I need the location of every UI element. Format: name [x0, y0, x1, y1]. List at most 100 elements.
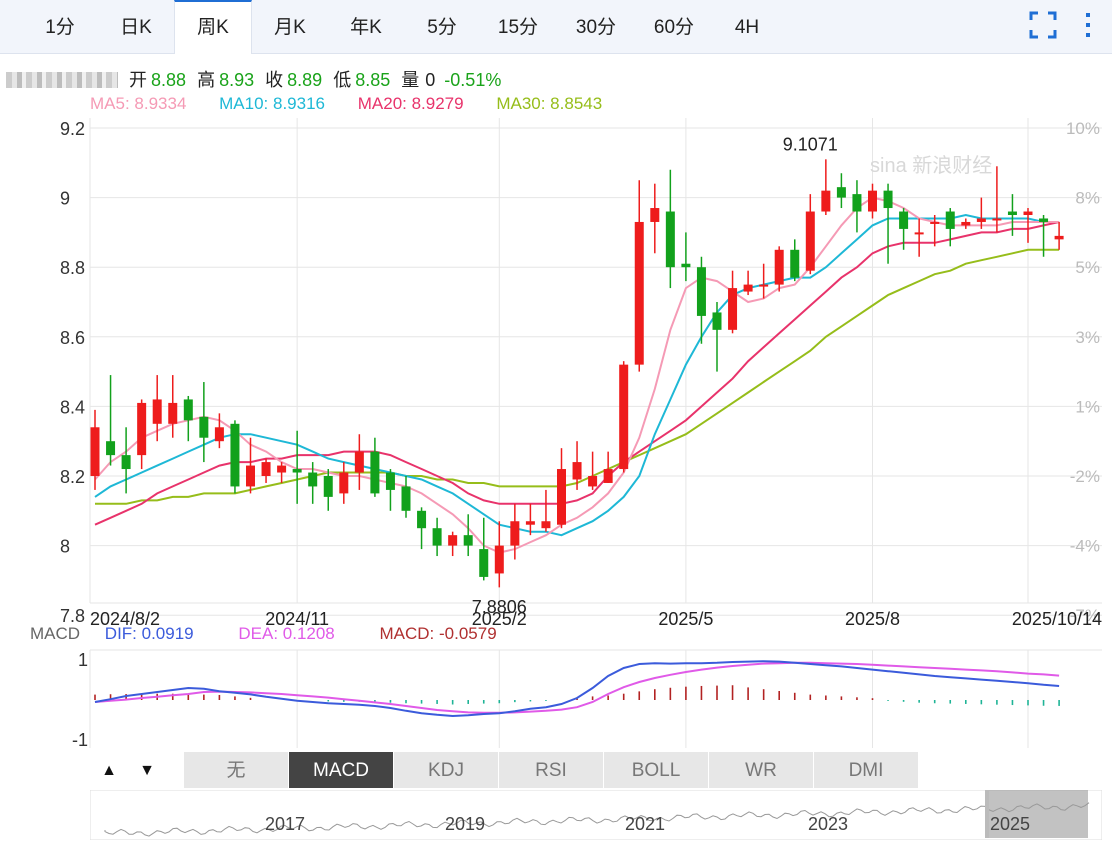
- tab-8[interactable]: 60分: [653, 17, 695, 38]
- candle-body: [401, 486, 411, 511]
- macd-legend: MACD DIF: 0.0919 DEA: 0.1208 MACD: -0.05…: [30, 624, 517, 644]
- candle-body: [199, 416, 209, 438]
- candle-body: [914, 232, 924, 235]
- pct-tick-label: 8%: [1075, 189, 1100, 208]
- high-value: 8.93: [219, 70, 255, 90]
- arrow-up-button[interactable]: ▲: [90, 752, 128, 788]
- indicator-tab-3[interactable]: RSI: [499, 752, 604, 788]
- candle-body: [619, 364, 629, 470]
- candle-body: [992, 218, 1002, 221]
- tab-7[interactable]: 30分: [575, 17, 617, 38]
- candle-body: [759, 284, 769, 287]
- price-annotation: 7.8806: [472, 597, 527, 617]
- candle-body: [90, 427, 100, 476]
- tab-6[interactable]: 15分: [497, 17, 539, 38]
- dea-legend: DEA: 0.1208: [238, 624, 335, 643]
- ma20-legend: MA20: 8.9279: [357, 94, 464, 113]
- close-value: 8.89: [287, 70, 323, 90]
- candle-body: [323, 476, 333, 497]
- candle-body: [339, 472, 349, 494]
- y-tick-label: 8: [60, 537, 70, 557]
- candle-body: [494, 545, 504, 574]
- indicator-tab-0[interactable]: 无: [184, 752, 289, 788]
- candle-body: [557, 469, 566, 525]
- candle-body: [448, 535, 458, 546]
- macd-tick-label: -1: [72, 730, 88, 750]
- candle-body: [417, 510, 427, 529]
- navigator-year-label: 2023: [808, 814, 848, 834]
- pct-tick-label: 5%: [1075, 258, 1100, 277]
- tab-3[interactable]: 月K: [274, 17, 306, 38]
- arrow-down-button[interactable]: ▼: [128, 752, 166, 788]
- time-range-navigator[interactable]: 2017 2019 2021 2023 2025: [90, 790, 1102, 840]
- candle-body: [277, 465, 287, 473]
- candle-body: [728, 288, 738, 330]
- candle-body: [976, 218, 986, 222]
- y-tick-label: 8.4: [60, 397, 85, 417]
- tab-0[interactable]: 1分: [45, 17, 75, 38]
- candle-body: [137, 402, 147, 456]
- candle-body: [930, 221, 940, 224]
- volume-value: 0: [425, 70, 436, 90]
- pct-tick-label: -4%: [1070, 537, 1100, 556]
- indicator-tab-2[interactable]: KDJ: [394, 752, 499, 788]
- x-tick-label: 2025/8: [845, 609, 900, 629]
- tab-9[interactable]: 4H: [734, 17, 760, 38]
- x-tick-label: 2025/2: [472, 609, 527, 629]
- ma10-legend: MA10: 8.9316: [219, 94, 325, 113]
- candle-body: [883, 190, 893, 209]
- ma5-legend: MA5: 8.9334: [90, 94, 187, 113]
- tab-2[interactable]: 周K: [174, 0, 252, 54]
- ma-legend: MA5: 8.9334 MA10: 8.9316 MA20: 8.9279 MA…: [90, 94, 630, 114]
- y-tick-label: 9.2: [60, 119, 85, 139]
- indicator-tab-5[interactable]: WR: [709, 752, 814, 788]
- candle-body: [214, 427, 224, 442]
- y-tick-label: 7.8: [60, 606, 85, 626]
- pct-tick-label: 1%: [1075, 397, 1100, 416]
- price-annotation: 9.1071: [783, 134, 838, 154]
- candle-body: [945, 211, 955, 229]
- pct-tick-label: 10%: [1066, 119, 1100, 138]
- candle-body: [681, 263, 691, 268]
- navigator-window: [988, 790, 1088, 838]
- candle-body: [370, 451, 380, 494]
- tab-5[interactable]: 5分: [427, 17, 457, 38]
- fullscreen-icon[interactable]: [1029, 11, 1057, 39]
- candle-body: [354, 451, 364, 473]
- low-value: 8.85: [355, 70, 391, 90]
- navigator-year-label: 2025: [990, 814, 1030, 834]
- candle-body: [246, 465, 255, 487]
- tab-4[interactable]: 年K: [350, 17, 382, 38]
- candle-body: [1054, 235, 1064, 240]
- low-label: 低: [333, 70, 352, 90]
- navigator-year-label: 2019: [445, 814, 485, 834]
- indicator-tab-6[interactable]: DMI: [814, 752, 919, 788]
- candle-body: [852, 194, 862, 212]
- candle-body: [308, 472, 318, 487]
- pct-tick-label: 3%: [1075, 328, 1100, 347]
- change-percent: -0.51%: [444, 70, 502, 90]
- candle-body: [665, 211, 675, 268]
- candle-body: [572, 462, 582, 480]
- indicator-tab-4[interactable]: BOLL: [604, 752, 709, 788]
- candle-body: [790, 249, 800, 278]
- watermark: sina 新浪财经: [870, 154, 992, 177]
- candle-body: [261, 462, 271, 476]
- high-label: 高: [197, 70, 216, 90]
- kline-chart[interactable]: 9.2 9 8.8 8.6 8.4 8.2 8 7.8 10% 8% 5% 3% 1% -2% -4% -7%…: [0, 0, 1112, 752]
- x-tick-label: 2025/10/14: [1012, 609, 1102, 629]
- navigator-line: [104, 802, 1090, 837]
- candle-body: [432, 528, 442, 546]
- indicator-tab-1[interactable]: MACD: [289, 752, 394, 788]
- dea-line: [94, 661, 1060, 714]
- candle-body: [463, 535, 473, 546]
- candle-body: [650, 208, 660, 222]
- close-label: 收: [265, 70, 284, 90]
- tab-1[interactable]: 日K: [120, 17, 152, 38]
- candle-body: [385, 472, 395, 490]
- navigator-year-label: 2017: [265, 814, 305, 834]
- candle-body: [1023, 211, 1033, 215]
- candle-body: [525, 521, 535, 525]
- more-vertical-icon[interactable]: [1082, 11, 1094, 39]
